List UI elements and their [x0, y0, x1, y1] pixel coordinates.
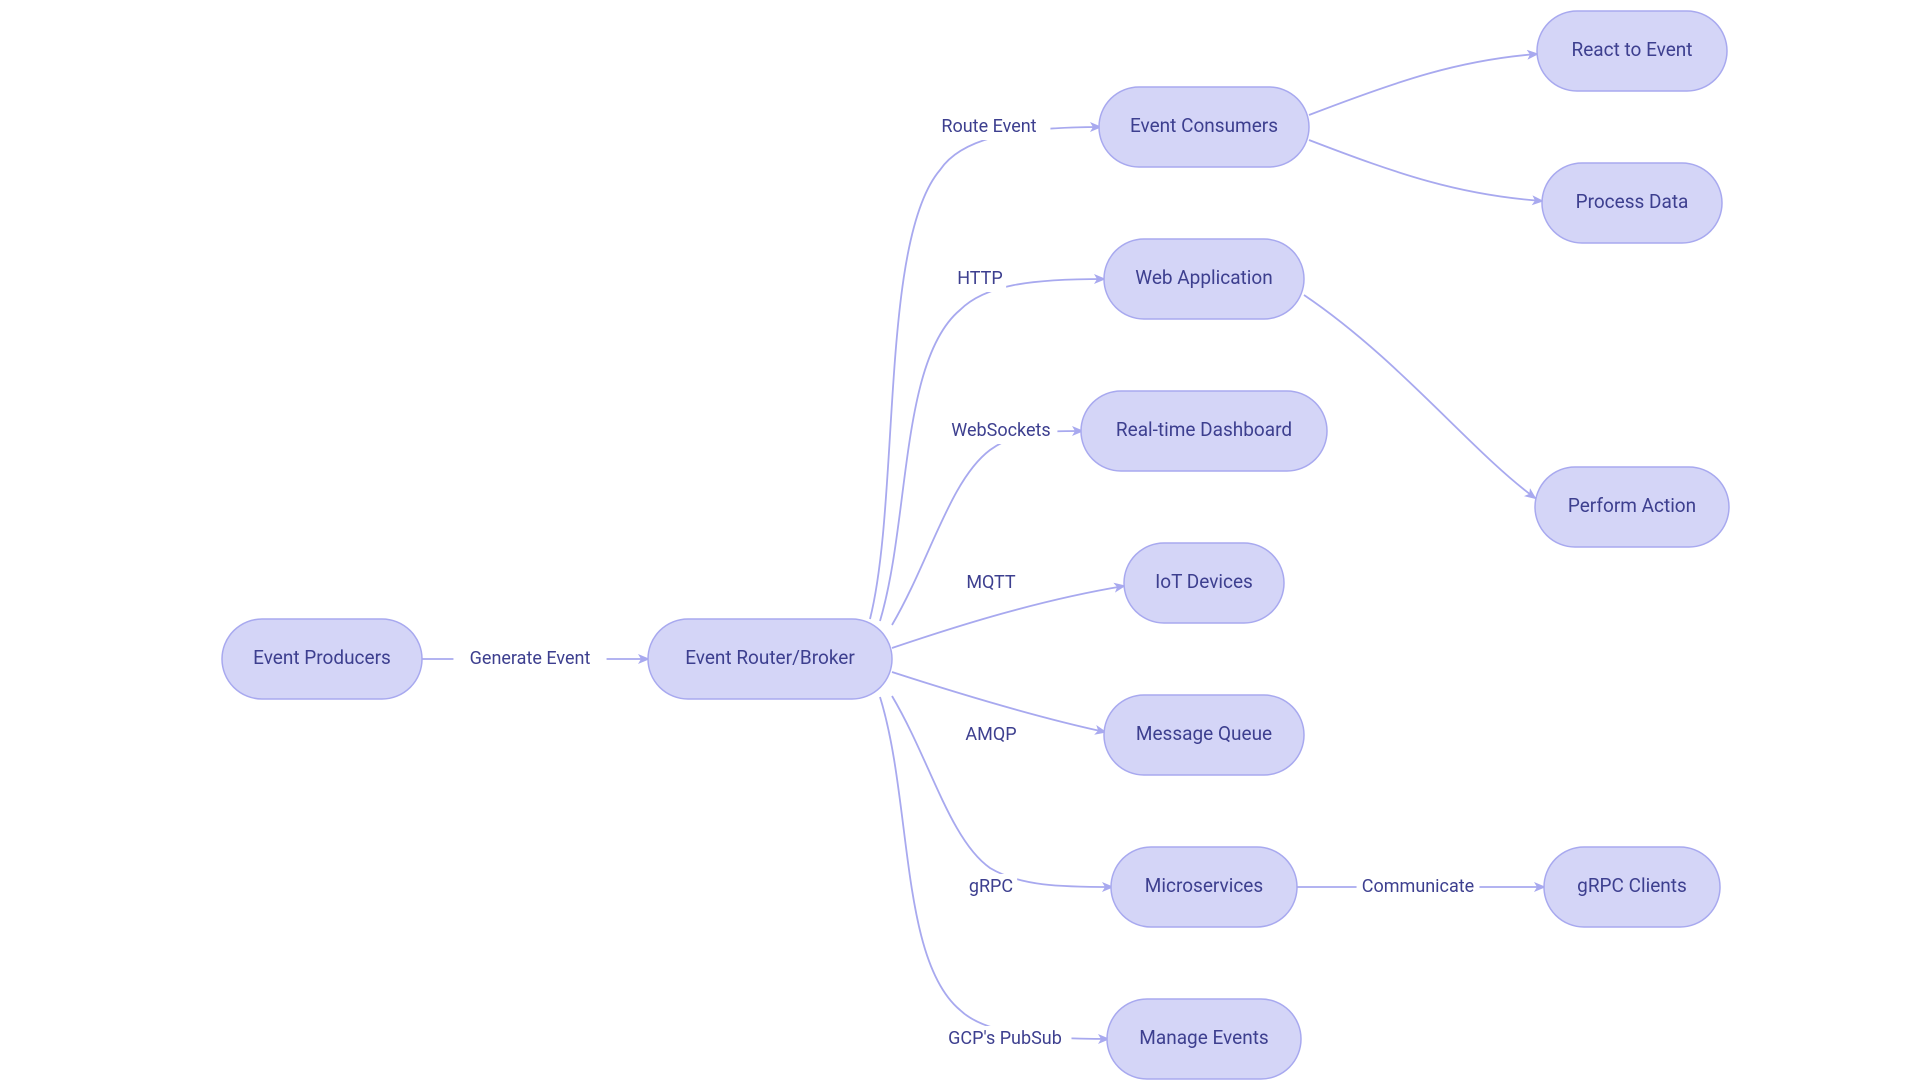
- edge-label-micro-grpc: Communicate: [1362, 876, 1474, 897]
- edge-label-router-consumers: Route Event: [941, 116, 1036, 137]
- node-label-producers: Event Producers: [253, 646, 391, 669]
- node-label-react: React to Event: [1572, 38, 1693, 61]
- edge-consumers-react: [1309, 54, 1537, 115]
- edge-consumers-process: [1309, 140, 1542, 201]
- node-label-micro: Microservices: [1145, 874, 1263, 897]
- node-webapp: Web Application: [1104, 239, 1304, 319]
- node-label-action: Perform Action: [1568, 494, 1696, 517]
- node-dashboard: Real-time Dashboard: [1081, 391, 1327, 471]
- node-manage: Manage Events: [1107, 999, 1301, 1079]
- edge-label-router-mq: AMQP: [965, 724, 1016, 745]
- edge-label-router-iot: MQTT: [966, 572, 1016, 593]
- edge-label-router-webapp: HTTP: [957, 268, 1003, 289]
- node-react: React to Event: [1537, 11, 1727, 91]
- node-micro: Microservices: [1111, 847, 1297, 927]
- node-action: Perform Action: [1535, 467, 1729, 547]
- edge-label-router-dashboard: WebSockets: [951, 420, 1050, 441]
- node-process: Process Data: [1542, 163, 1722, 243]
- edge-label-router-micro: gRPC: [969, 876, 1013, 897]
- node-label-webapp: Web Application: [1135, 266, 1272, 289]
- node-label-grpc: gRPC Clients: [1577, 874, 1687, 897]
- node-consumers: Event Consumers: [1099, 87, 1309, 167]
- node-label-iot: IoT Devices: [1155, 570, 1253, 593]
- node-label-dashboard: Real-time Dashboard: [1116, 418, 1292, 441]
- edge-label-producers-router: Generate Event: [470, 648, 591, 669]
- node-producers: Event Producers: [222, 619, 422, 699]
- node-label-mq: Message Queue: [1136, 722, 1272, 745]
- flowchart-canvas: Event Producers Event Router/Broker Event …: [0, 0, 1920, 1080]
- edge-router-manage: [880, 697, 1108, 1039]
- edge-webapp-action: [1304, 295, 1535, 498]
- node-label-consumers: Event Consumers: [1130, 114, 1278, 137]
- node-iot: IoT Devices: [1124, 543, 1284, 623]
- node-label-process: Process Data: [1576, 190, 1689, 213]
- node-mq: Message Queue: [1104, 695, 1304, 775]
- node-label-router: Event Router/Broker: [685, 646, 855, 669]
- edge-router-consumers: [870, 127, 1100, 619]
- edge-label-router-manage: GCP's PubSub: [948, 1028, 1062, 1049]
- node-grpc: gRPC Clients: [1544, 847, 1720, 927]
- node-router: Event Router/Broker: [648, 619, 892, 699]
- node-label-manage: Manage Events: [1139, 1026, 1268, 1049]
- edge-router-webapp: [880, 279, 1104, 621]
